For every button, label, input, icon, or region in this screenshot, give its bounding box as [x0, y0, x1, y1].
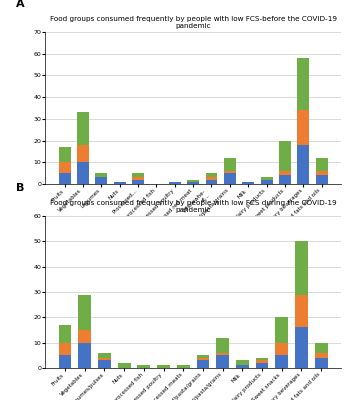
Bar [256, 363, 269, 368]
Bar [224, 171, 236, 173]
Bar [261, 178, 272, 180]
Bar [197, 358, 209, 360]
Bar [59, 162, 71, 173]
Legend: EMR, GCC, MENA: EMR, GCC, MENA [153, 251, 233, 256]
Bar [236, 366, 249, 368]
Bar [279, 175, 291, 184]
Bar [315, 353, 327, 358]
Bar [279, 140, 291, 171]
Bar [206, 180, 218, 184]
Title: Food groups consumed frequently by people with low FCS during the COVID-19
pande: Food groups consumed frequently by peopl… [50, 200, 337, 213]
Bar [157, 366, 170, 368]
Bar [315, 358, 327, 368]
Bar [187, 180, 199, 182]
Bar [279, 171, 291, 175]
Bar [98, 353, 111, 358]
Bar [77, 162, 89, 184]
Bar [261, 180, 272, 184]
Bar [275, 355, 288, 368]
Bar [187, 182, 199, 184]
Bar [95, 173, 107, 178]
Bar [236, 360, 249, 366]
Bar [59, 147, 71, 162]
Bar [59, 325, 71, 343]
Bar [197, 360, 209, 368]
Bar [78, 343, 91, 368]
Bar [206, 178, 218, 180]
Bar [78, 330, 91, 343]
Bar [316, 175, 327, 184]
Bar [256, 358, 269, 360]
Bar [216, 353, 229, 355]
Bar [59, 343, 71, 355]
Bar [256, 360, 269, 363]
Bar [132, 180, 144, 184]
Bar [297, 145, 309, 184]
Bar [137, 366, 150, 368]
Title: Food groups consumed frequently by people with low FCS-before the COVID-19
pande: Food groups consumed frequently by peopl… [50, 16, 337, 29]
Bar [275, 343, 288, 355]
Bar [78, 294, 91, 330]
Bar [295, 241, 308, 294]
Bar [59, 173, 71, 184]
Bar [315, 343, 327, 353]
Bar [59, 355, 71, 368]
Bar [216, 355, 229, 368]
Bar [98, 360, 111, 368]
Bar [169, 182, 181, 184]
Bar [132, 173, 144, 178]
Bar [242, 182, 254, 184]
Bar [132, 178, 144, 180]
Bar [77, 112, 89, 145]
Bar [297, 58, 309, 110]
Bar [297, 110, 309, 145]
Bar [197, 355, 209, 358]
Bar [118, 363, 130, 368]
Bar [224, 158, 236, 171]
Bar [77, 145, 89, 162]
Bar [316, 171, 327, 175]
Bar [295, 328, 308, 368]
Text: B: B [16, 182, 24, 192]
Bar [295, 294, 308, 328]
Bar [206, 173, 218, 178]
Bar [177, 366, 190, 368]
Bar [216, 338, 229, 353]
Text: A: A [16, 0, 24, 8]
Bar [98, 358, 111, 360]
Bar [316, 158, 327, 171]
Bar [95, 178, 107, 184]
Bar [114, 182, 126, 184]
Bar [224, 173, 236, 184]
Bar [275, 317, 288, 343]
